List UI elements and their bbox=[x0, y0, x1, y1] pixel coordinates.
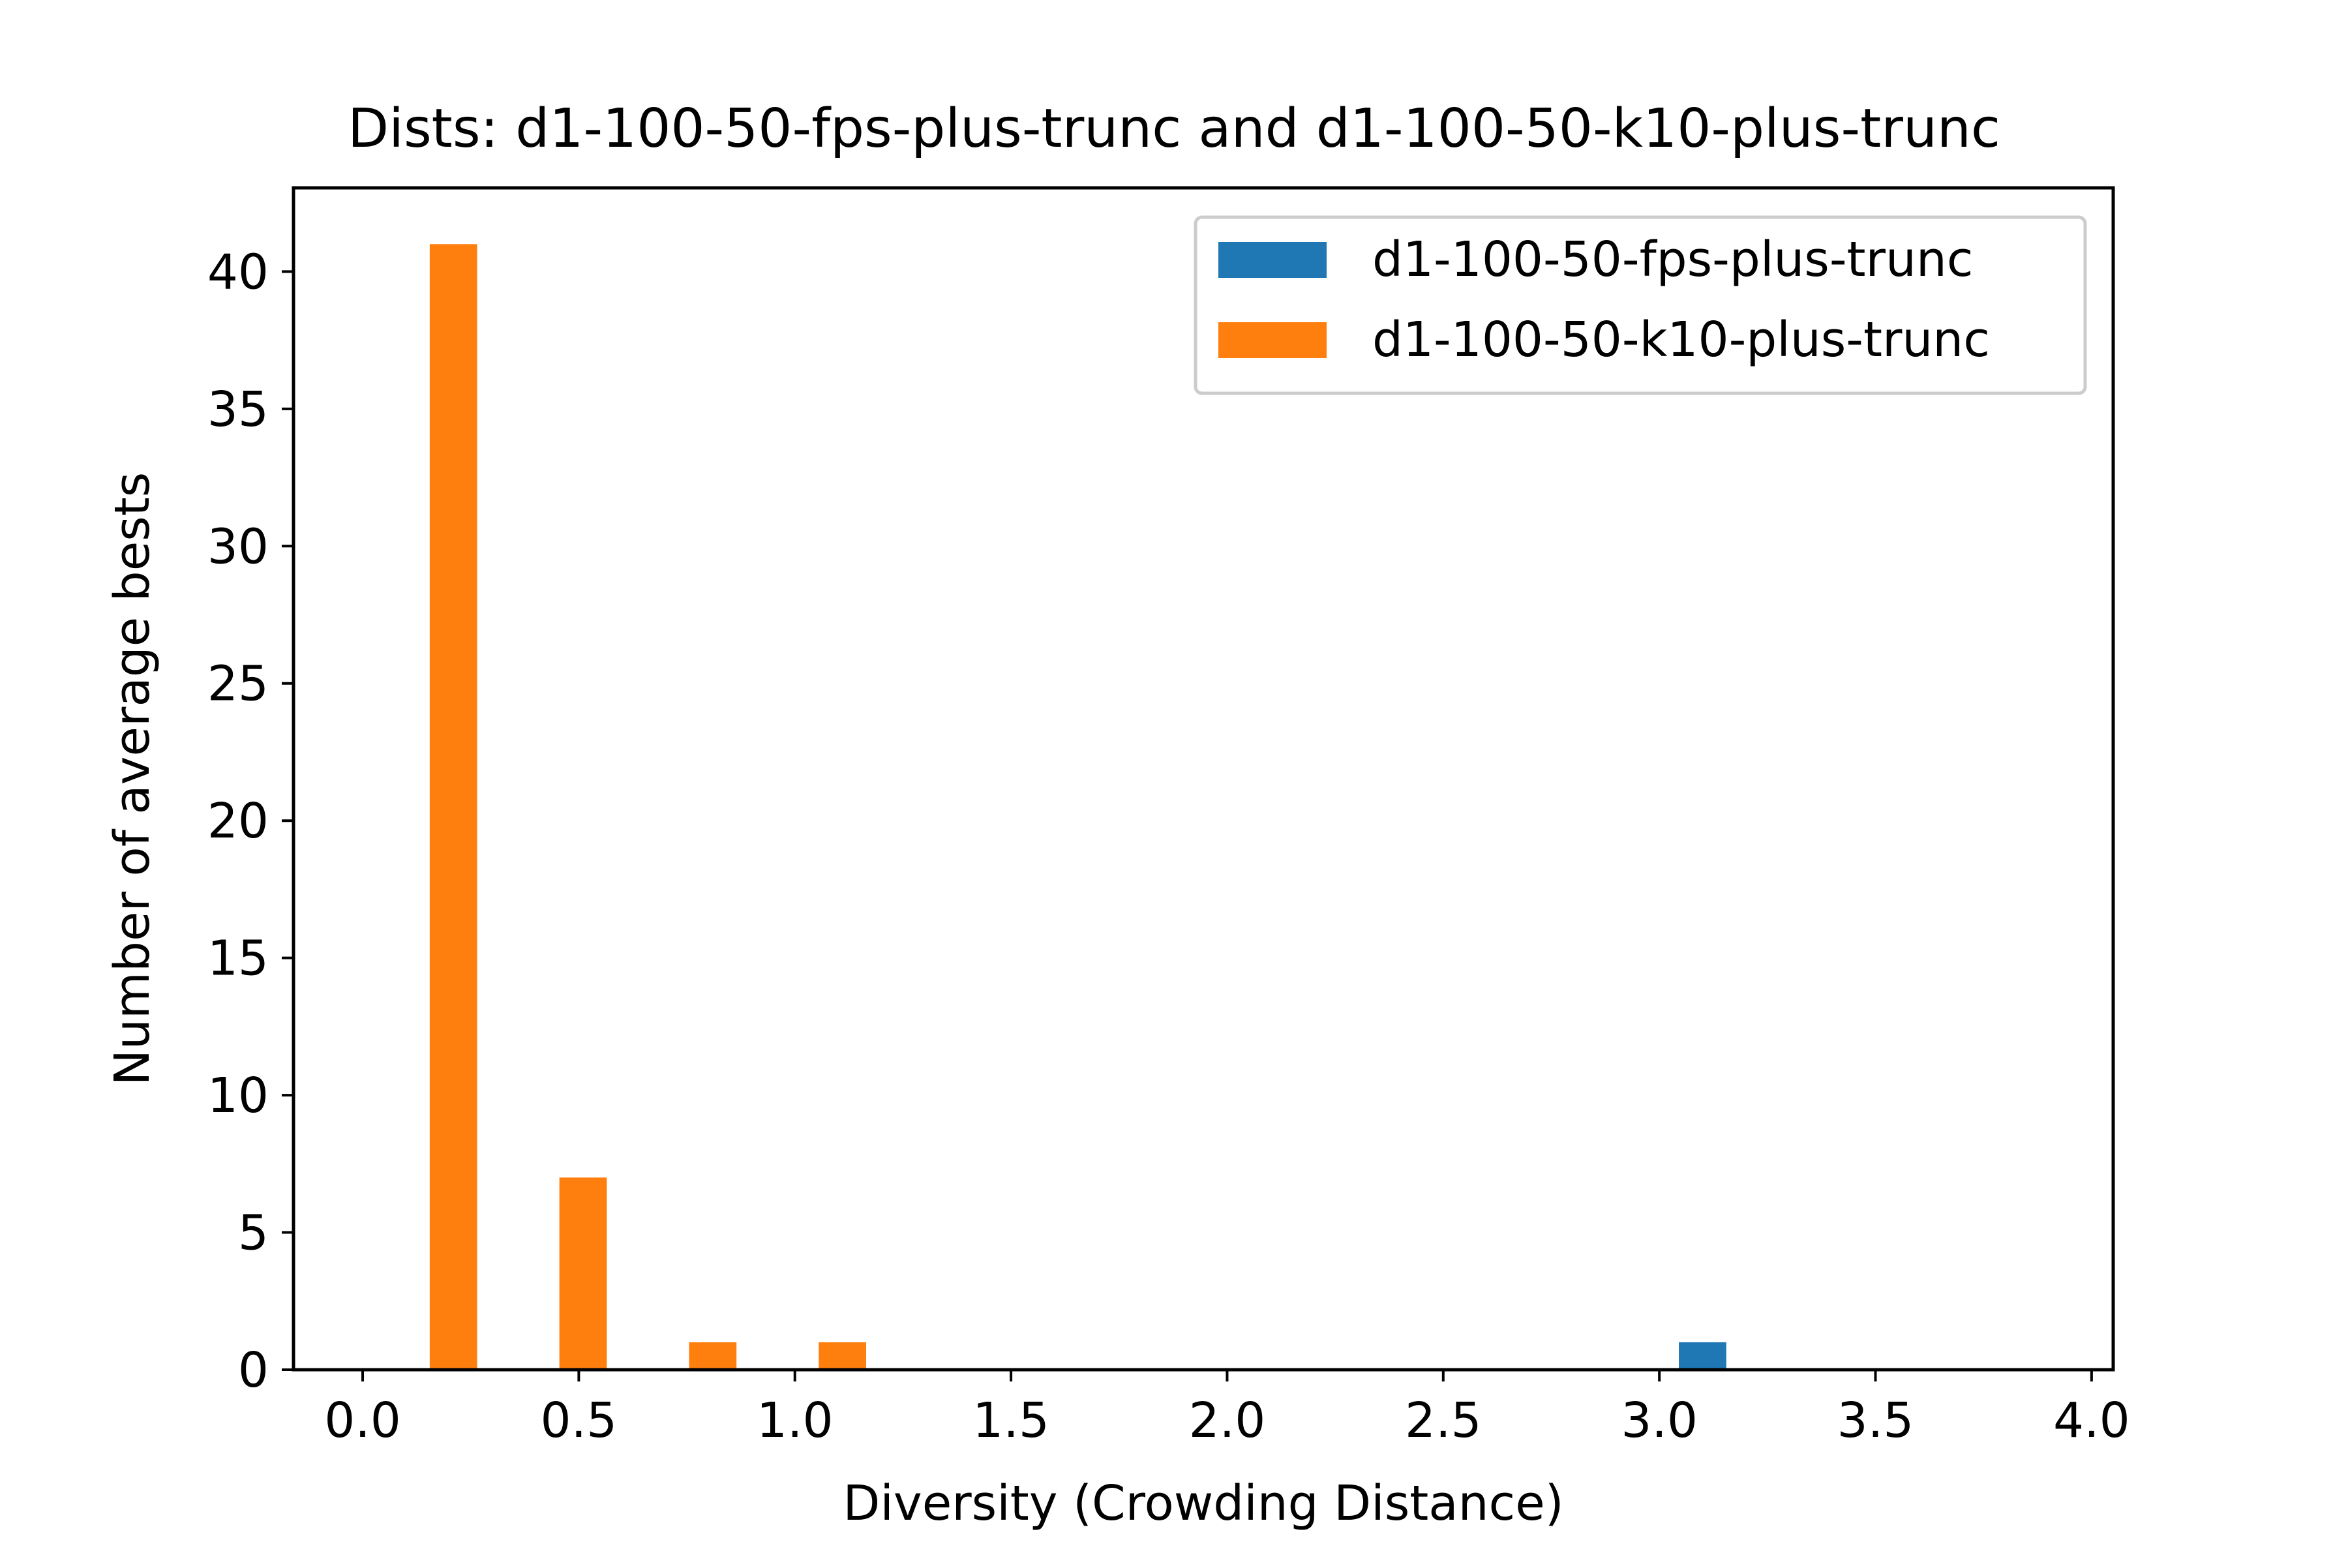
y-tick-label-5: 25 bbox=[207, 656, 269, 712]
x-tick-label-1: 0.5 bbox=[541, 1393, 618, 1449]
legend-swatch-k10 bbox=[1218, 322, 1327, 358]
legend: d1-100-50-fps-plus-trunc d1-100-50-k10-p… bbox=[1194, 215, 2087, 395]
legend-swatch-fps bbox=[1218, 242, 1327, 278]
y-tick-label-2: 10 bbox=[207, 1068, 269, 1124]
axes: 0.0 0.5 1.0 1.5 2.0 2.5 3.0 3.5 4.0 0 5 10 15 20 25 30 3… bbox=[207, 244, 2130, 1449]
y-tick-label-3: 15 bbox=[207, 931, 269, 987]
x-tick-label-3: 1.5 bbox=[972, 1393, 1049, 1449]
x-tick-label-7: 3.5 bbox=[1837, 1393, 1914, 1449]
chart-title: Dists: d1-100-50-fps-plus-trunc and d1-1… bbox=[348, 98, 2000, 160]
plot-frame bbox=[292, 186, 2115, 1372]
y-tick-label-8: 40 bbox=[207, 244, 269, 300]
legend-label-fps: d1-100-50-fps-plus-trunc bbox=[1372, 232, 1973, 288]
legend-label-k10: d1-100-50-k10-plus-trunc bbox=[1372, 312, 1990, 368]
x-tick-label-4: 2.0 bbox=[1189, 1393, 1266, 1449]
plot-area bbox=[429, 244, 1726, 1370]
x-tick-label-2: 1.0 bbox=[757, 1393, 834, 1449]
y-tick-label-7: 35 bbox=[207, 382, 269, 438]
x-tick-label-6: 3.0 bbox=[1621, 1393, 1698, 1449]
y-tick-label-0: 0 bbox=[238, 1342, 269, 1398]
x-tick-label-5: 2.5 bbox=[1405, 1393, 1482, 1449]
bar-series-0-bin-0 bbox=[1679, 1342, 1726, 1370]
y-tick-label-6: 30 bbox=[207, 519, 269, 575]
y-axis-label: Number of average bests bbox=[104, 472, 160, 1086]
x-tick-label-0: 0.0 bbox=[324, 1393, 401, 1449]
x-tick-label-8: 4.0 bbox=[2053, 1393, 2130, 1449]
bar-series-1-bin-3 bbox=[819, 1342, 866, 1370]
legend-box bbox=[1194, 215, 2087, 395]
bar-series-1-bin-1 bbox=[559, 1177, 607, 1370]
x-axis-label: Diversity (Crowding Distance) bbox=[843, 1475, 1563, 1531]
bar-series-1-bin-2 bbox=[689, 1342, 737, 1370]
y-tick-label-1: 5 bbox=[238, 1205, 269, 1261]
y-tick-label-4: 20 bbox=[207, 793, 269, 849]
bar-series-1-bin-0 bbox=[429, 244, 477, 1370]
